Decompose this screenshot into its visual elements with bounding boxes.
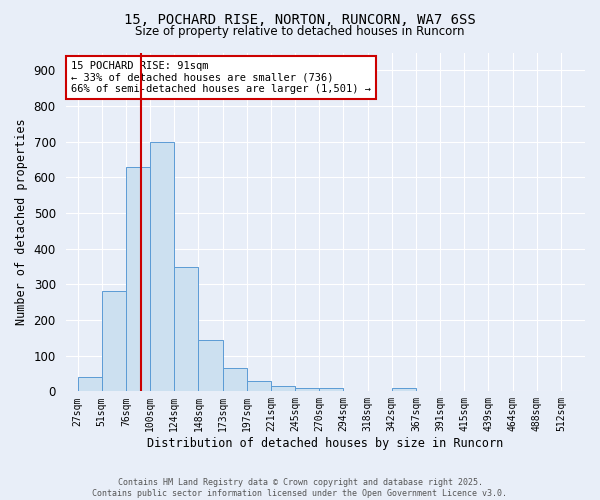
Bar <box>271 386 295 392</box>
Bar <box>392 388 416 392</box>
Bar <box>174 266 199 392</box>
Bar <box>199 340 223 392</box>
Bar <box>319 388 343 392</box>
Text: 15, POCHARD RISE, NORTON, RUNCORN, WA7 6SS: 15, POCHARD RISE, NORTON, RUNCORN, WA7 6… <box>124 12 476 26</box>
Bar <box>150 142 174 392</box>
X-axis label: Distribution of detached houses by size in Runcorn: Distribution of detached houses by size … <box>147 437 503 450</box>
Bar <box>295 388 319 392</box>
Text: Contains HM Land Registry data © Crown copyright and database right 2025.
Contai: Contains HM Land Registry data © Crown c… <box>92 478 508 498</box>
Text: Size of property relative to detached houses in Runcorn: Size of property relative to detached ho… <box>135 25 465 38</box>
Bar <box>247 380 271 392</box>
Bar <box>126 166 150 392</box>
Bar <box>77 377 102 392</box>
Bar <box>223 368 247 392</box>
Bar <box>102 292 126 392</box>
Y-axis label: Number of detached properties: Number of detached properties <box>15 118 28 325</box>
Text: 15 POCHARD RISE: 91sqm
← 33% of detached houses are smaller (736)
66% of semi-de: 15 POCHARD RISE: 91sqm ← 33% of detached… <box>71 61 371 94</box>
